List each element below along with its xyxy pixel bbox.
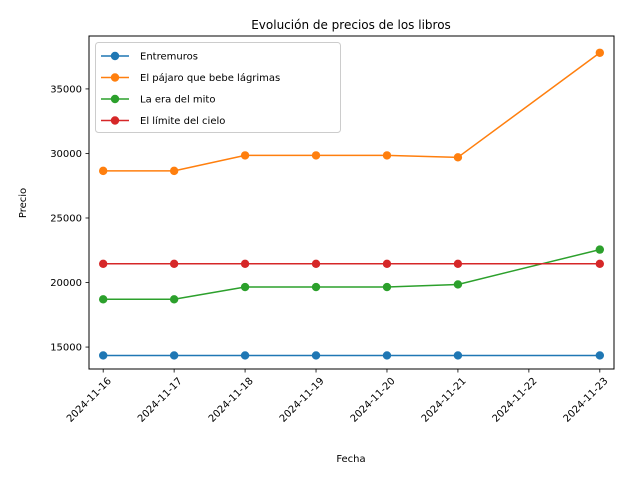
data-point bbox=[98, 259, 108, 269]
x-tick-label: 2024-11-19 bbox=[278, 376, 327, 425]
legend-box bbox=[95, 42, 341, 133]
x-tick-label: 2024-11-23 bbox=[562, 376, 611, 425]
y-tick-label: 20000 bbox=[50, 278, 82, 289]
legend: Entremuros El pájaro que bebe lágrimas La … bbox=[95, 42, 341, 133]
data-point bbox=[311, 282, 321, 292]
data-point bbox=[169, 166, 179, 176]
series-line bbox=[103, 248, 600, 301]
legend-marker bbox=[110, 51, 120, 61]
x-tick-label: 2024-11-22 bbox=[491, 376, 540, 425]
x-tick-label: 2024-11-20 bbox=[349, 376, 398, 425]
data-point bbox=[595, 351, 605, 360]
legend-label: La era del mito bbox=[140, 95, 215, 106]
data-point bbox=[311, 351, 321, 360]
data-point bbox=[98, 351, 108, 360]
data-point bbox=[169, 351, 179, 360]
plot-area-frame bbox=[88, 35, 615, 370]
legend-label: El pájaro que bebe lágrimas bbox=[140, 72, 280, 84]
data-point bbox=[240, 282, 250, 292]
data-point bbox=[595, 259, 605, 269]
data-point bbox=[311, 151, 321, 160]
data-point bbox=[382, 151, 392, 160]
data-point bbox=[382, 259, 392, 269]
data-point bbox=[311, 259, 321, 269]
legend-marker bbox=[110, 73, 120, 82]
legend-item: El límite del cielo bbox=[101, 115, 225, 127]
series-3 bbox=[98, 259, 605, 269]
x-axis-ticks: 2024-11-16 2024-11-17 2024-11-18 2024-11-19… bbox=[65, 369, 611, 425]
x-tick-label: 2024-11-17 bbox=[136, 376, 185, 425]
x-tick-label: 2024-11-21 bbox=[420, 376, 469, 425]
legend-item: El pájaro que bebe lágrimas bbox=[101, 72, 280, 84]
data-point bbox=[453, 351, 463, 360]
chart-title: Evolución de precios de los libros bbox=[251, 18, 451, 32]
legend-label: El límite del cielo bbox=[140, 115, 225, 127]
data-point bbox=[382, 282, 392, 292]
data-point bbox=[595, 245, 605, 254]
data-point bbox=[240, 259, 250, 269]
data-point bbox=[169, 259, 179, 269]
legend-marker bbox=[110, 116, 120, 125]
series-layer bbox=[98, 48, 605, 360]
data-point bbox=[595, 48, 605, 57]
data-point bbox=[169, 295, 179, 304]
legend-item: La era del mito bbox=[101, 95, 215, 106]
legend-label: Entremuros bbox=[140, 52, 198, 63]
data-point bbox=[98, 166, 108, 176]
y-tick-label: 30000 bbox=[50, 149, 82, 160]
y-axis-ticks: 15000 20000 25000 30000 35000 bbox=[50, 84, 89, 354]
data-point bbox=[453, 280, 463, 289]
data-point bbox=[240, 351, 250, 360]
data-point bbox=[453, 153, 463, 162]
legend-item: Entremuros bbox=[101, 52, 198, 63]
x-tick-label: 2024-11-16 bbox=[65, 376, 114, 425]
series-2 bbox=[98, 245, 605, 304]
y-tick-label: 15000 bbox=[50, 343, 82, 354]
data-point bbox=[98, 295, 108, 304]
series-1 bbox=[98, 48, 605, 176]
y-tick-label: 35000 bbox=[50, 84, 82, 95]
legend-marker bbox=[110, 94, 120, 104]
data-point bbox=[382, 351, 392, 360]
data-point bbox=[453, 259, 463, 269]
data-point bbox=[240, 151, 250, 160]
x-axis-label: Fecha bbox=[336, 454, 365, 465]
y-axis-label: Precio bbox=[18, 188, 29, 218]
x-tick-label: 2024-11-18 bbox=[207, 376, 256, 425]
series-0 bbox=[98, 351, 605, 360]
y-tick-label: 25000 bbox=[50, 213, 82, 224]
